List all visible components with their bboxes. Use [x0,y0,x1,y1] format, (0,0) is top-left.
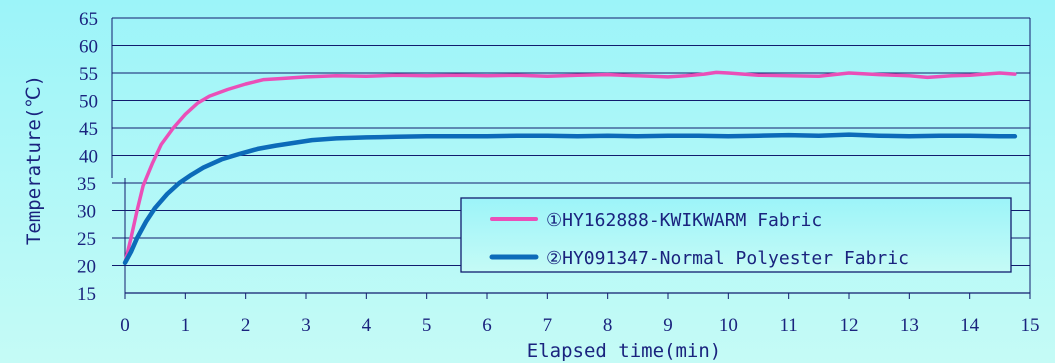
x-tick-label-5: 5 [422,315,432,336]
legend: ①HY162888-KWIKWARM Fabric ②HY091347-Norm… [460,197,1012,273]
y-tick-label-40: 40 [79,147,98,168]
x-tick-label-2: 2 [241,315,251,336]
x-tick-label-13: 13 [900,315,919,336]
y-axis-label: Temperature(℃) [23,75,45,245]
y-tick-label-60: 60 [79,37,98,58]
x-tick-label-6: 6 [482,315,492,336]
y-tick-label-35: 35 [77,174,96,195]
x-tick-label-10: 10 [719,315,738,336]
x-tick-label-8: 8 [603,315,613,336]
x-tick-label-0: 0 [120,315,130,336]
x-tick-labels: 0 1 2 3 4 5 6 7 8 9 10 11 12 13 14 15 [120,315,1039,336]
x-axis-label: Elapsed time(min) [527,340,721,362]
y-tick-label-15: 15 [77,284,96,305]
x-tick-label-3: 3 [301,315,311,336]
grid-layer [111,17,1031,299]
y-tick-labels: 15 20 25 30 35 40 45 50 55 60 65 [77,9,98,305]
legend-label-series-1: ①HY162888-KWIKWARM Fabric [546,210,822,231]
y-tick-label-30: 30 [77,202,96,223]
x-tick-label-7: 7 [543,315,553,336]
x-tick-label-12: 12 [840,315,859,336]
y-tick-label-20: 20 [77,257,96,278]
x-tick-label-9: 9 [663,315,673,336]
series-layer [122,70,1018,266]
x-tick-label-14: 14 [960,315,980,336]
x-tick-label-15: 15 [1021,315,1040,336]
legend-box [460,197,1012,273]
y-tick-label-50: 50 [79,92,98,113]
x-tick-label-1: 1 [181,315,191,336]
series-line-2 [122,132,1018,266]
y-tick-label-45: 45 [79,119,98,140]
legend-label-series-2: ②HY091347-Normal Polyester Fabric [546,248,909,269]
y-tick-label-25: 25 [77,229,96,250]
y-tick-label-65: 65 [79,9,98,30]
series-line-1 [123,70,1017,265]
x-tick-label-4: 4 [362,315,372,336]
x-tick-label-11: 11 [780,315,798,336]
y-tick-label-55: 55 [79,64,98,85]
